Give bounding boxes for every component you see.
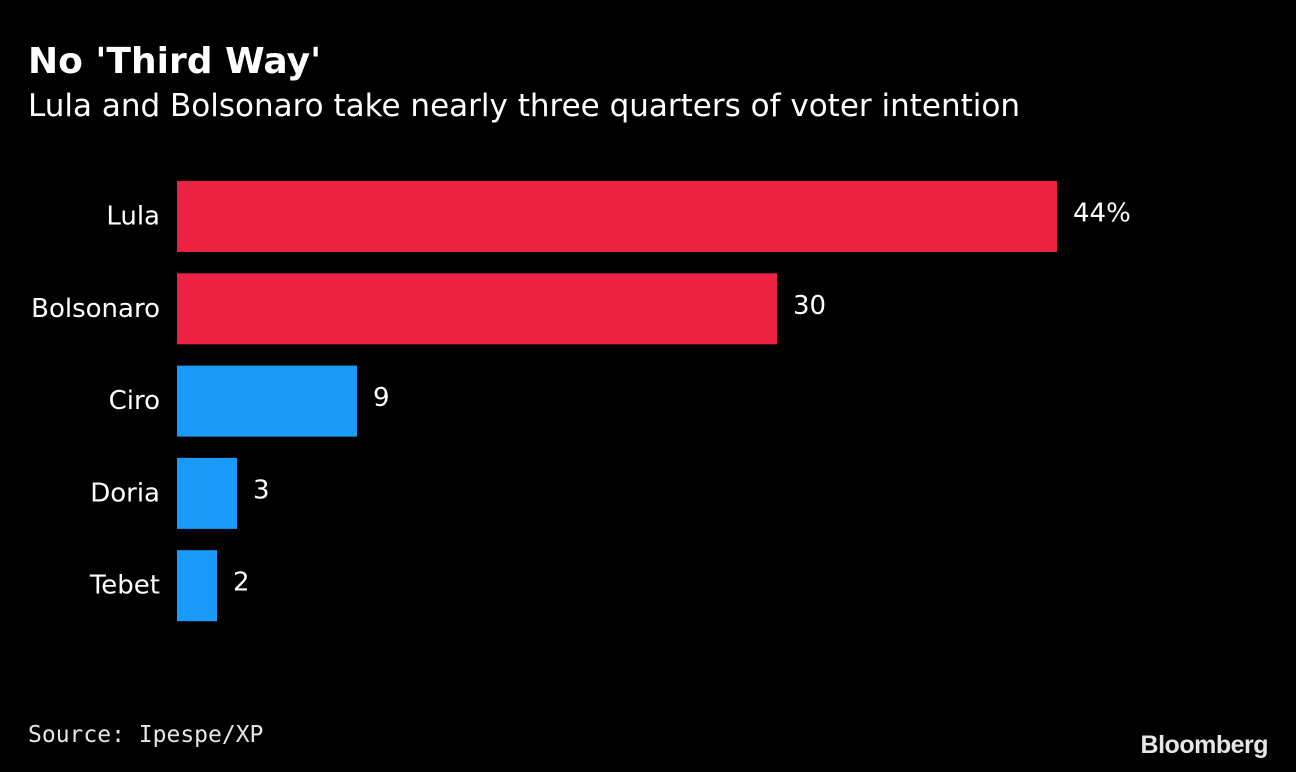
bar-bolsonaro (177, 273, 777, 345)
bar-lula (177, 181, 1057, 252)
category-label-doria: Doria (90, 478, 160, 508)
bar-ciro (177, 365, 357, 437)
bar-doria (177, 457, 237, 529)
value-label-bolsonaro: 30 (793, 291, 826, 321)
bar-chart: Lula 44% Bolsonaro 30 Ciro 9 Doria 3 Tebet 2 (31, 181, 1131, 622)
category-label-tebet: Tebet (89, 571, 160, 601)
category-label-bolsonaro: Bolsonaro (31, 294, 160, 324)
bar-tebet (177, 550, 217, 622)
source-note: Source: Ipespe/XP (28, 722, 264, 748)
value-label-tebet: 2 (233, 568, 250, 598)
category-label-lula: Lula (106, 202, 160, 232)
value-label-ciro: 9 (373, 383, 390, 413)
value-label-lula: 44% (1073, 199, 1131, 229)
chart-subtitle: Lula and Bolsonaro take nearly three qua… (28, 88, 1020, 124)
value-label-doria: 3 (253, 475, 270, 505)
bloomberg-logo: Bloomberg (1140, 731, 1269, 759)
chart-title: No 'Third Way' (28, 41, 322, 82)
category-label-ciro: Ciro (109, 386, 160, 416)
